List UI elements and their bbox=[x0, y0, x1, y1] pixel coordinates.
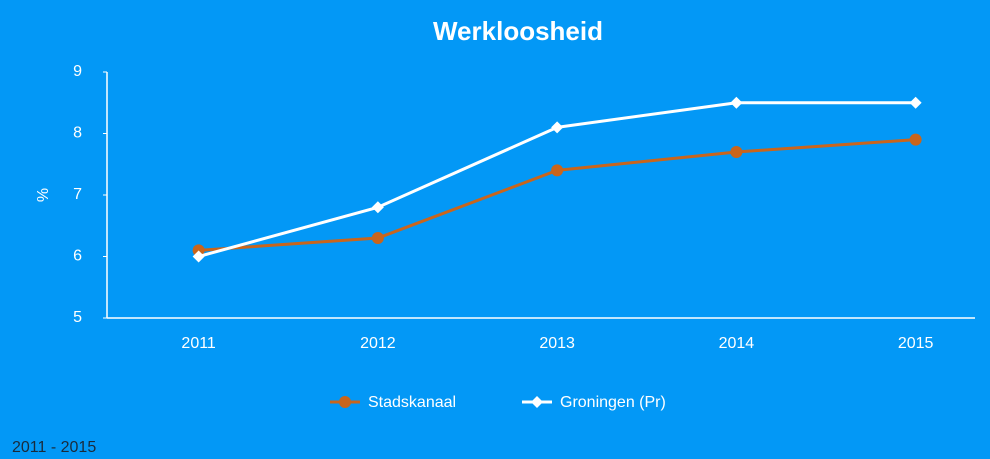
data-point bbox=[551, 164, 564, 177]
y-tick-label: 7 bbox=[73, 186, 82, 203]
data-point bbox=[192, 250, 205, 263]
y-tick-label: 6 bbox=[73, 248, 82, 265]
legend-label: Groningen (Pr) bbox=[560, 394, 666, 411]
data-point bbox=[909, 96, 922, 109]
legend-marker bbox=[339, 396, 351, 408]
legend-marker bbox=[531, 396, 543, 408]
x-tick-label: 2011 bbox=[181, 335, 216, 352]
x-tick-label: 2013 bbox=[539, 335, 575, 352]
x-tick-label: 2014 bbox=[719, 335, 755, 352]
x-tick-label: 2015 bbox=[898, 335, 934, 352]
chart-title: Werkloosheid bbox=[433, 16, 603, 46]
y-tick-label: 5 bbox=[73, 309, 82, 326]
data-point bbox=[551, 121, 564, 134]
data-point bbox=[371, 232, 384, 245]
x-tick-label: 2012 bbox=[360, 335, 396, 352]
data-point bbox=[192, 244, 205, 257]
data-point bbox=[730, 96, 743, 109]
y-axis-label: % bbox=[35, 188, 52, 202]
y-tick-label: 8 bbox=[73, 125, 82, 142]
footnote: 2011 - 2015 bbox=[12, 439, 96, 456]
data-point bbox=[909, 133, 922, 146]
y-tick-label: 9 bbox=[73, 63, 82, 80]
data-point bbox=[730, 145, 743, 158]
data-point bbox=[371, 201, 384, 214]
legend-label: Stadskanaal bbox=[368, 394, 456, 411]
